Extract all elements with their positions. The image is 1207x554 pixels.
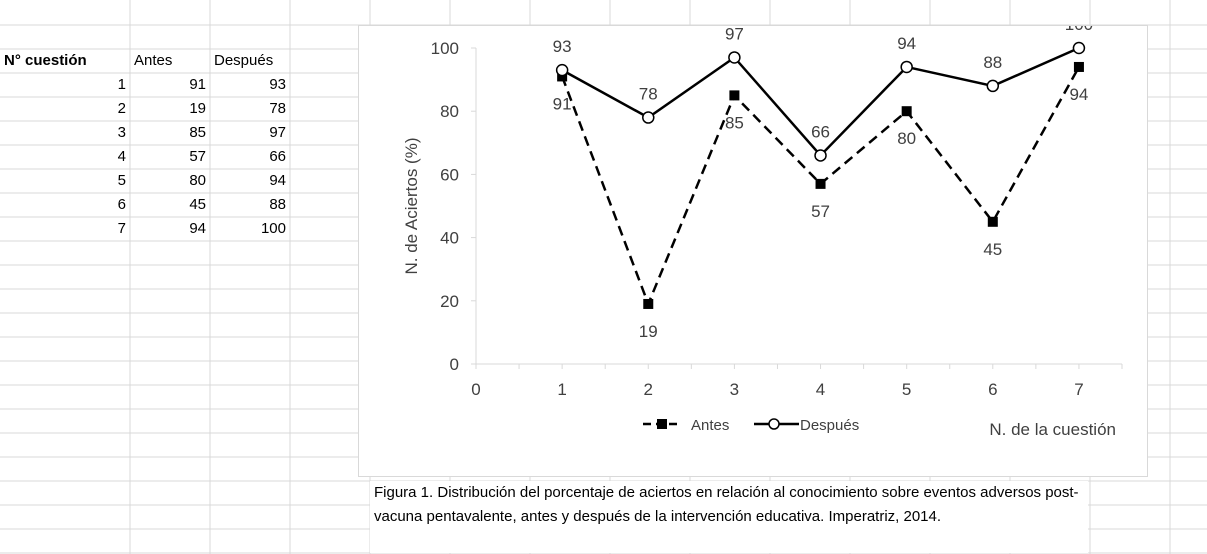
table-cell[interactable]: 97	[269, 124, 286, 141]
y-tick-label: 20	[440, 292, 459, 311]
x-tick-label: 7	[1074, 380, 1083, 399]
table-cell[interactable]: 66	[269, 148, 286, 165]
marker-despues	[986, 79, 1000, 93]
header-antes[interactable]: Antes	[134, 52, 173, 69]
table-cell[interactable]: 2	[117, 100, 126, 117]
data-label-despues: 94	[897, 34, 916, 53]
legend-label-despues: Después	[800, 417, 859, 434]
table-cell[interactable]: 4	[117, 148, 126, 165]
table-cell[interactable]: 1	[117, 76, 126, 93]
data-label-antes: 94	[1069, 85, 1088, 104]
table-cell[interactable]: 88	[269, 196, 286, 213]
marker-antes	[557, 71, 568, 82]
marker-antes	[729, 90, 740, 101]
data-label-despues: 88	[983, 53, 1002, 72]
legend-marker-antes	[657, 419, 667, 429]
header-question[interactable]: N° cuestión	[4, 52, 87, 69]
table-cell[interactable]: 80	[189, 172, 206, 189]
y-tick-label: 40	[440, 229, 459, 248]
x-tick-label: 2	[644, 380, 653, 399]
y-tick-label: 0	[450, 355, 459, 374]
table-cell[interactable]: 6	[117, 196, 126, 213]
marker-antes	[987, 216, 998, 227]
data-label-antes: 85	[725, 113, 744, 132]
marker-despues	[555, 63, 569, 77]
table-cell[interactable]: 45	[189, 196, 206, 213]
data-label-despues: 66	[811, 122, 830, 141]
x-tick-label: 4	[816, 380, 825, 399]
x-tick-label: 0	[471, 380, 480, 399]
table-cell[interactable]: 78	[269, 100, 286, 117]
legend-marker-despues	[768, 418, 780, 430]
y-axis-title: N. de Aciertos (%)	[402, 138, 421, 275]
table-cell[interactable]: 85	[189, 124, 206, 141]
marker-despues	[900, 60, 913, 74]
marker-antes	[643, 298, 654, 309]
marker-despues	[814, 149, 827, 162]
table-cell[interactable]: 100	[260, 220, 286, 237]
data-label-despues: 100	[1065, 26, 1093, 34]
chart-area[interactable]: 0 20 40 60 80 100 0 1 2 3 4 5 6 7 N. de Aciertos (%) N.…	[358, 25, 1148, 477]
marker-despues	[642, 111, 655, 124]
marker-antes	[815, 178, 826, 189]
table-cell[interactable]: 94	[189, 220, 206, 237]
marker-antes	[901, 106, 912, 117]
data-label-despues: 97	[725, 26, 744, 43]
x-tick-label: 3	[730, 380, 739, 399]
table-cell[interactable]: 3	[117, 124, 126, 141]
table-cell[interactable]: 7	[117, 220, 126, 237]
marker-antes	[1073, 61, 1084, 72]
table-cell[interactable]: 94	[269, 172, 286, 189]
data-label-antes: 45	[983, 240, 1002, 259]
marker-despues	[1072, 41, 1086, 55]
y-tick-label: 60	[440, 165, 459, 184]
header-despues[interactable]: Después	[214, 52, 274, 69]
table-cell[interactable]: 91	[189, 76, 206, 93]
marker-despues	[728, 51, 741, 64]
x-tick-label: 6	[988, 380, 997, 399]
legend-label-antes: Antes	[691, 417, 729, 434]
data-label-antes: 19	[639, 322, 658, 341]
table-cell[interactable]: 5	[117, 172, 126, 189]
y-tick-label: 80	[440, 102, 459, 121]
data-label-antes: 91	[553, 94, 572, 113]
figure-caption: Figura 1. Distribución del porcentaje de…	[370, 481, 1088, 553]
x-tick-label: 5	[902, 380, 911, 399]
data-label-despues: 78	[639, 85, 658, 104]
table-cell[interactable]: 57	[189, 148, 206, 165]
x-axis-title: N. de la cuestión	[989, 420, 1116, 439]
y-tick-label: 100	[431, 39, 459, 58]
table-cell[interactable]: 93	[269, 76, 286, 93]
data-label-antes: 57	[811, 202, 830, 221]
table-cell[interactable]: 19	[189, 100, 206, 117]
x-tick-label: 1	[557, 380, 566, 399]
data-label-antes: 80	[897, 129, 916, 148]
data-label-despues: 93	[553, 37, 572, 56]
